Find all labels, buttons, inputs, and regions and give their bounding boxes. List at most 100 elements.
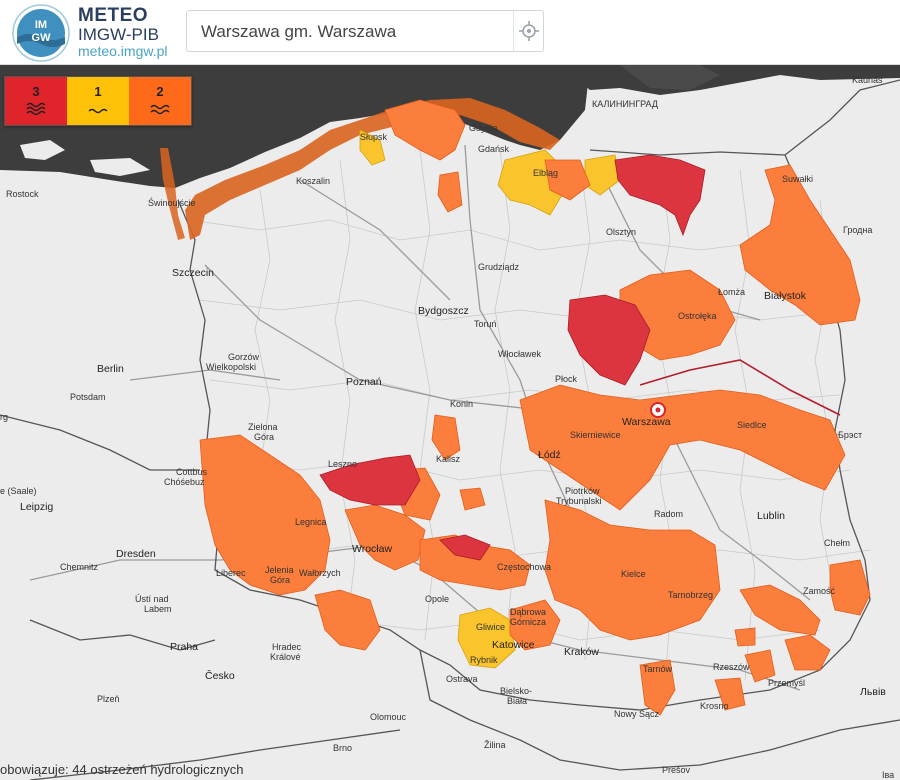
label-przemysl: Przemyśl xyxy=(768,678,805,688)
malbork-warning[interactable] xyxy=(544,159,591,201)
label-kielce: Kielce xyxy=(621,569,646,579)
label-piotrkow-1: Piotrków xyxy=(565,486,600,496)
map-canvas[interactable]: КАЛИНИНГРАД Kaunas Suwałki Гродна Rostoc… xyxy=(0,65,900,780)
label-gdansk: Gdańsk xyxy=(478,144,510,154)
label-grudziadz: Grudziądz xyxy=(478,262,520,272)
selected-location-marker[interactable] xyxy=(650,402,666,418)
klodzko-warning[interactable] xyxy=(314,589,381,651)
imgw-logo[interactable]: IM GW xyxy=(12,4,70,62)
label-warszawa: Warszawa xyxy=(622,416,671,428)
label-kaunas: Kaunas xyxy=(852,75,883,85)
label-czestochowa: Częstochowa xyxy=(497,562,551,572)
label-torun: Toruń xyxy=(474,319,497,329)
leszno-warning[interactable] xyxy=(319,454,421,506)
ciechanow-warning[interactable] xyxy=(567,294,651,386)
warnings-count-status: obowiązuje: 44 ostrzeżeń hydrologicznych xyxy=(0,762,244,777)
label-piotrkow-2: Trybunalski xyxy=(556,496,602,506)
label-poznan: Poznań xyxy=(346,376,382,388)
label-ivano: Іва xyxy=(882,770,894,780)
label-hradec-1: Hradec xyxy=(272,642,302,652)
olsztyn-north-warning[interactable] xyxy=(614,154,706,237)
label-rybnik: Rybnik xyxy=(470,655,498,665)
water-waves-icon xyxy=(150,104,170,115)
dynow-warning[interactable] xyxy=(734,627,756,647)
label-rzeszow: Rzeszów xyxy=(713,662,750,672)
legend-level-1-number: 1 xyxy=(94,84,102,99)
location-search-value[interactable]: Warszawa gm. Warszawa xyxy=(201,22,397,41)
krosno-warning[interactable] xyxy=(714,677,746,711)
warning-level-legend: 3 1 2 xyxy=(4,76,192,126)
label-elblag: Elbląg xyxy=(533,168,558,178)
label-opole: Opole xyxy=(425,594,449,604)
level1-warning-areas[interactable] xyxy=(359,129,621,669)
label-brest: Брэст xyxy=(838,430,862,440)
coastal-warning-zone[interactable] xyxy=(185,98,560,240)
label-jelenia-1: Jelenia xyxy=(265,565,294,575)
label-chemnitz: Chemnitz xyxy=(60,562,99,572)
label-lviv: Львів xyxy=(860,686,886,698)
label-usti-1: Ústí nad xyxy=(135,594,169,604)
locate-button[interactable] xyxy=(513,11,543,51)
crosshair-icon[interactable] xyxy=(514,11,544,51)
gliwice-warning[interactable] xyxy=(457,607,516,669)
label-bialystok: Białystok xyxy=(764,290,807,302)
location-search-input[interactable]: Warszawa gm. Warszawa xyxy=(186,10,544,52)
label-bielsko-1: Bielsko- xyxy=(500,686,532,696)
label-kalisz: Kalisz xyxy=(436,454,461,464)
wroclaw-warning[interactable] xyxy=(344,504,426,571)
label-walbrzych: Wałbrzych xyxy=(299,568,341,578)
label-usti-2: Labem xyxy=(144,604,172,614)
water-waves-icon xyxy=(88,108,108,114)
map-labels: КАЛИНИНГРАД Kaunas Suwałki Гродна Rostoc… xyxy=(0,75,894,780)
pomeranian-bay-warning[interactable] xyxy=(160,148,185,240)
kartuzy-warning[interactable] xyxy=(437,171,463,213)
warszawa-region-warning[interactable] xyxy=(519,384,846,511)
belarus-border-line xyxy=(639,359,841,416)
legend-level-1[interactable]: 1 xyxy=(67,77,129,125)
olesnica-warning[interactable] xyxy=(439,534,491,561)
label-olomouc: Olomouc xyxy=(370,712,407,722)
label-potsdam: Potsdam xyxy=(70,392,106,402)
rzeszow-north-warning[interactable] xyxy=(739,584,821,636)
brand-title: METEO xyxy=(78,5,149,26)
label-wloclawek: Włocławek xyxy=(498,349,542,359)
label-brno: Brno xyxy=(333,743,352,753)
rzeszow-south-warning[interactable] xyxy=(744,649,776,683)
legend-level-3[interactable]: 3 xyxy=(5,77,67,125)
brand-subtitle: IMGW-PIB xyxy=(78,24,159,44)
label-erg: rg xyxy=(0,412,8,422)
label-radom: Radom xyxy=(654,509,683,519)
nowy-sacz-warning[interactable] xyxy=(639,659,676,716)
slupsk-warning[interactable] xyxy=(359,129,386,166)
label-gdynia: Gdynia xyxy=(469,123,498,133)
ostrzeszow-warning[interactable] xyxy=(459,487,486,511)
leba-warning[interactable] xyxy=(384,99,466,161)
label-legnica: Legnica xyxy=(295,517,327,527)
district-boundaries xyxy=(189,149,871,681)
label-krosno: Krosno xyxy=(700,701,729,711)
label-zielona-2: Góra xyxy=(254,432,274,442)
kalisz-warning[interactable] xyxy=(431,414,461,461)
label-zielona-1: Zielona xyxy=(248,422,278,432)
suwalki-warning[interactable] xyxy=(739,164,861,326)
legend-level-3-number: 3 xyxy=(32,84,40,99)
brand-url[interactable]: meteo.imgw.pl xyxy=(78,42,168,59)
label-halle: e (Saale) xyxy=(0,486,37,496)
legend-level-2[interactable]: 2 xyxy=(129,77,191,125)
przemysl-warning[interactable] xyxy=(784,634,831,671)
zamosc-warning[interactable] xyxy=(829,559,871,616)
warning-map[interactable]: КАЛИНИНГРАД Kaunas Suwałki Гродна Rostoc… xyxy=(0,65,900,780)
label-chelm: Chełm xyxy=(824,538,850,548)
label-lublin: Lublin xyxy=(757,510,785,522)
legnica-warning[interactable] xyxy=(199,434,331,596)
level2-warning-areas[interactable] xyxy=(199,99,871,716)
label-ostroleka: Ostrołęka xyxy=(678,311,717,321)
krakow-west-warning[interactable] xyxy=(509,599,561,651)
kielce-warning[interactable] xyxy=(544,499,721,641)
label-tarnow: Tarnów xyxy=(643,664,673,674)
level3-warning-areas[interactable] xyxy=(319,154,706,561)
label-nowy-sacz: Nowy Sącz xyxy=(614,709,660,719)
label-plock: Płock xyxy=(555,374,578,384)
label-ostrava: Ostrava xyxy=(446,674,478,684)
